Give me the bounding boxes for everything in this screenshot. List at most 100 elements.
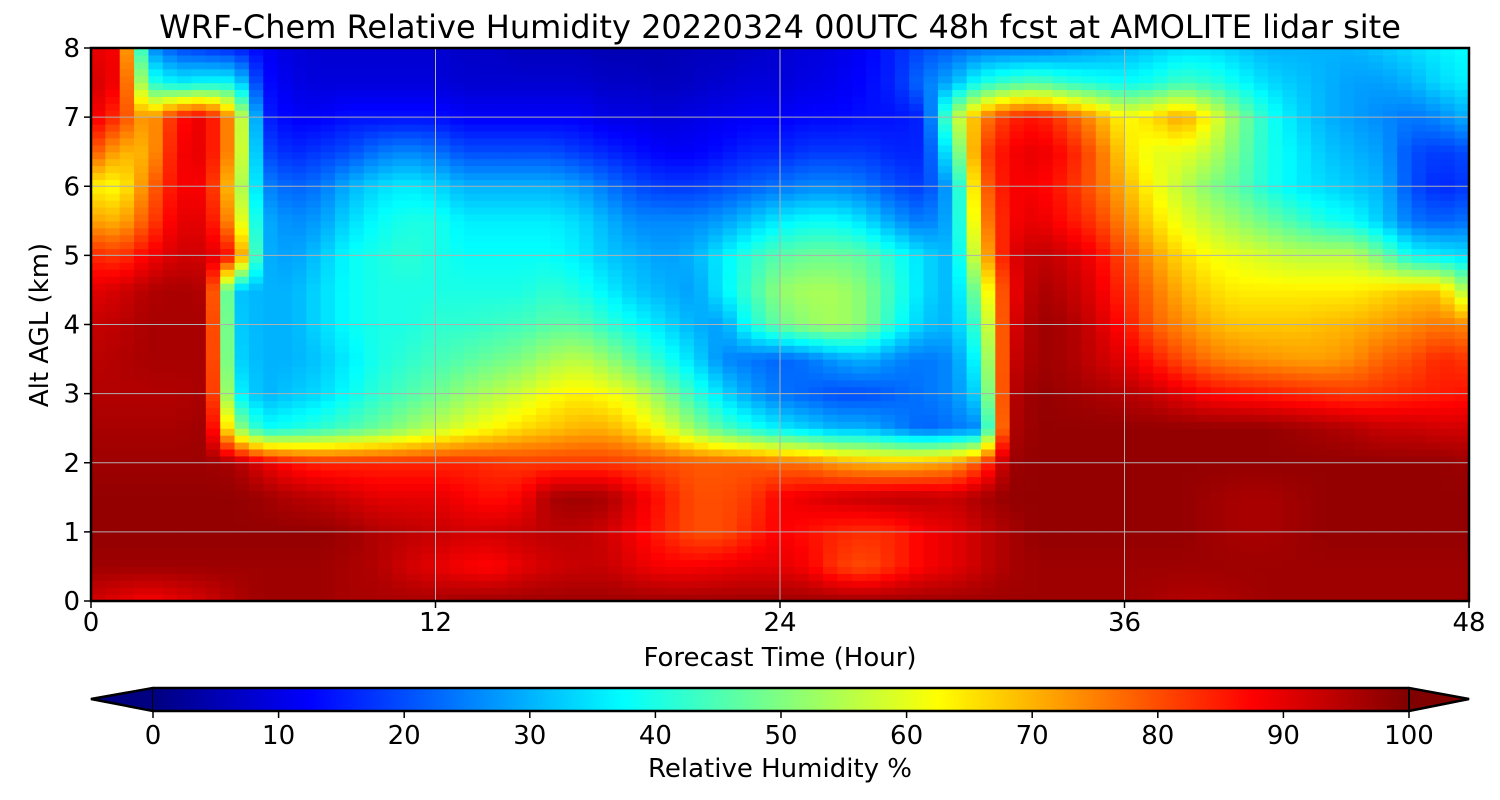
- heatmap-cell: [765, 283, 781, 291]
- heatmap-cell: [392, 400, 408, 409]
- heatmap-cell: [449, 448, 465, 457]
- heatmap-cell: [1038, 379, 1054, 388]
- heatmap-cell: [464, 504, 480, 512]
- heatmap-cell: [909, 524, 925, 533]
- heatmap-cell: [507, 421, 523, 429]
- heatmap-cell: [1196, 386, 1212, 395]
- heatmap-cell: [1325, 324, 1341, 333]
- heatmap-cell: [263, 538, 279, 547]
- heatmap-cell: [535, 448, 551, 457]
- heatmap-cell: [535, 455, 551, 464]
- heatmap-cell: [751, 345, 767, 353]
- heatmap-cell: [464, 559, 480, 568]
- heatmap-cell: [1253, 365, 1269, 374]
- heatmap-cell: [1268, 255, 1283, 263]
- heatmap-cell: [134, 580, 150, 588]
- heatmap-cell: [808, 296, 824, 305]
- heatmap-cell: [1296, 393, 1312, 402]
- heatmap-cell: [736, 359, 752, 367]
- heatmap-cell: [162, 296, 178, 305]
- heatmap-cell: [1296, 580, 1312, 588]
- heatmap-cell: [550, 386, 566, 395]
- heatmap-cell: [937, 296, 953, 305]
- heatmap-cell: [1382, 594, 1398, 601]
- heatmap-cell: [1052, 324, 1068, 333]
- heatmap-cell: [607, 352, 623, 360]
- heatmap-cell: [1153, 289, 1169, 298]
- heatmap-cell: [1009, 414, 1025, 422]
- heatmap-cell: [277, 573, 293, 581]
- heatmap-cell: [119, 303, 135, 312]
- heatmap-cell: [952, 559, 968, 568]
- heatmap-cell: [794, 538, 810, 547]
- heatmap-cell: [808, 338, 824, 346]
- heatmap-cell: [492, 448, 508, 457]
- heatmap-cell: [1052, 283, 1068, 291]
- heatmap-cell: [607, 283, 623, 291]
- heatmap-cell: [306, 524, 322, 533]
- heatmap-cell: [866, 538, 882, 547]
- heatmap-cell: [880, 580, 896, 588]
- heatmap-cell: [277, 476, 293, 485]
- heatmap-cell: [1210, 524, 1226, 533]
- heatmap-cell: [1354, 538, 1370, 547]
- heatmap-cell: [765, 566, 781, 574]
- heatmap-cell: [1253, 580, 1269, 588]
- heatmap-cell: [1296, 365, 1312, 374]
- heatmap-cell: [234, 289, 250, 298]
- heatmap-cell: [134, 296, 150, 305]
- heatmap-cell: [636, 428, 652, 436]
- heatmap-cell: [607, 545, 623, 554]
- heatmap-cell: [1239, 317, 1255, 326]
- heatmap-cell: [449, 552, 465, 561]
- heatmap-cell: [349, 559, 365, 568]
- heatmap-cell: [1268, 594, 1283, 601]
- heatmap-cell: [335, 310, 350, 319]
- heatmap-cell: [708, 283, 724, 291]
- heatmap-cell: [234, 580, 250, 588]
- heatmap-cell: [751, 545, 767, 554]
- heatmap-cell: [1038, 407, 1054, 415]
- heatmap-cell: [1196, 490, 1212, 498]
- heatmap-cell: [449, 400, 465, 409]
- heatmap-cell: [1181, 407, 1197, 415]
- heatmap-cell: [234, 469, 250, 478]
- heatmap-cell: [693, 462, 709, 471]
- heatmap-cell: [1196, 400, 1212, 409]
- heatmap-cell: [665, 338, 681, 346]
- heatmap-cell: [794, 317, 810, 326]
- heatmap-cell: [1038, 255, 1054, 263]
- heatmap-cell: [751, 566, 767, 574]
- heatmap-cell: [1454, 511, 1469, 519]
- heatmap-cell: [952, 255, 968, 263]
- heatmap-cell: [636, 566, 652, 574]
- heatmap-cell: [679, 338, 695, 346]
- heatmap-cell: [837, 497, 853, 505]
- heatmap-cell: [177, 241, 193, 250]
- heatmap-cell: [995, 490, 1011, 498]
- heatmap-cell: [693, 331, 709, 339]
- heatmap-cell: [622, 545, 638, 554]
- heatmap-cell: [622, 338, 638, 346]
- heatmap-cell: [1440, 476, 1456, 485]
- heatmap-cell: [1067, 407, 1083, 415]
- heatmap-cell: [1224, 255, 1240, 263]
- heatmap-cell: [148, 435, 164, 443]
- heatmap-cell: [335, 241, 350, 250]
- heatmap-cell: [1224, 372, 1240, 381]
- heatmap-cell: [1167, 379, 1183, 388]
- heatmap-cell: [1282, 352, 1298, 360]
- heatmap-cell: [507, 490, 523, 498]
- heatmap-cell: [1253, 269, 1269, 277]
- heatmap-cell: [1339, 296, 1355, 305]
- heatmap-cell: [148, 448, 164, 457]
- heatmap-cell: [636, 442, 652, 450]
- heatmap-cell: [1397, 386, 1413, 395]
- heatmap-cell: [1224, 497, 1240, 505]
- heatmap-cell: [248, 545, 264, 554]
- heatmap-cell: [234, 296, 250, 305]
- heatmap-cell: [406, 241, 422, 250]
- heatmap-cell: [392, 283, 408, 291]
- heatmap-cell: [1282, 580, 1298, 588]
- heatmap-cell: [1311, 310, 1327, 319]
